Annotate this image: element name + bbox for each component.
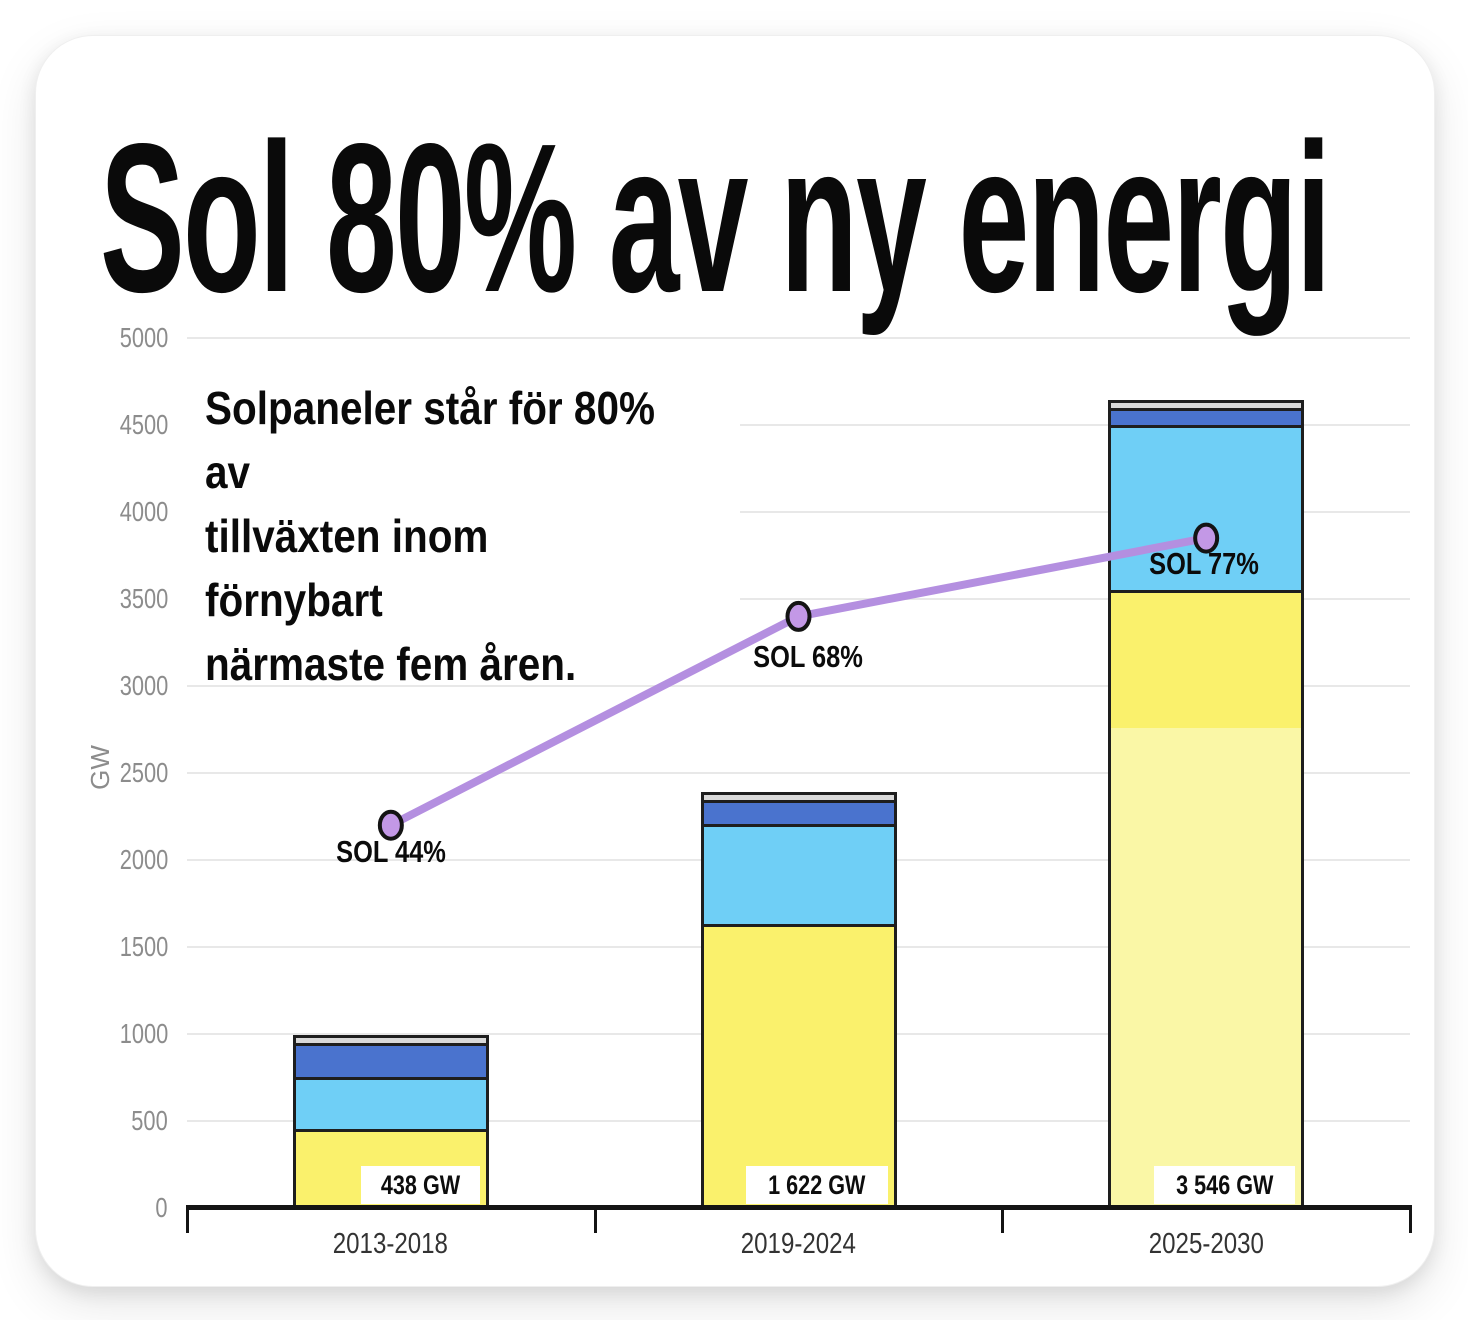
bar-segment-morkbla-segment [703,802,894,828]
bar-2025-2030 [1108,400,1305,1208]
gridline [187,511,1410,513]
y-tick-label: 3500 [119,583,168,614]
x-tick-label: 2013-2018 [333,1228,449,1260]
sol-percent-label: SOL 44% [335,834,446,870]
y-tick-label: 1500 [119,931,168,962]
y-tick-label: 1000 [119,1018,168,1049]
y-tick-label: 5000 [119,322,168,353]
bar-segment-morkbla-segment [1111,411,1302,428]
sol-percent-label: SOL 77% [1149,546,1260,582]
bar-segment-sol [703,927,894,1205]
bar-segment-gra-segment [1111,403,1302,412]
bar-segment-ljusbla-segment [703,827,894,927]
bar-value-label: 438 GW [360,1166,480,1204]
sol-percent-label: SOL 68% [752,639,863,675]
y-tick-label: 500 [131,1105,168,1136]
bar-segment-ljusbla-segment [295,1079,486,1132]
bar-value-label: 3 546 GW [1153,1166,1296,1204]
y-tick-label: 4000 [119,496,168,527]
subtitle-text: Solpaneler står för 80% av tillväxten in… [205,382,655,690]
y-tick-label: 2500 [119,757,168,788]
x-axis-tick [1409,1205,1412,1233]
bar-segment-gra-segment [295,1038,486,1047]
bar-value-label: 1 622 GW [745,1166,888,1204]
x-axis-tick [1001,1205,1004,1233]
x-axis-tick [186,1205,189,1233]
y-tick-label: 2000 [119,844,168,875]
x-axis-line [187,1205,1410,1210]
subtitle: Solpaneler står för 80% av tillväxten in… [187,362,740,690]
gridline [187,424,1410,426]
y-tick-label: 3000 [119,670,168,701]
headline: Sol 80% av ny energi [100,99,1331,336]
x-tick-label: 2025-2030 [1148,1228,1264,1260]
bar-2019-2024 [700,791,897,1208]
y-tick-label: 4500 [119,409,168,440]
bar-segment-sol [1111,592,1302,1205]
x-axis-tick [594,1205,597,1233]
bar-segment-morkbla-segment [295,1046,486,1080]
x-tick-label: 2019-2024 [740,1228,857,1260]
y-axis-label: GW [84,745,115,790]
bar-segment-gra-segment [703,794,894,803]
bar-segment-sol-fade [1111,727,1302,1205]
y-tick-label: 0 [155,1192,168,1223]
sol-share-marker [785,600,812,632]
gridline [187,337,1410,339]
